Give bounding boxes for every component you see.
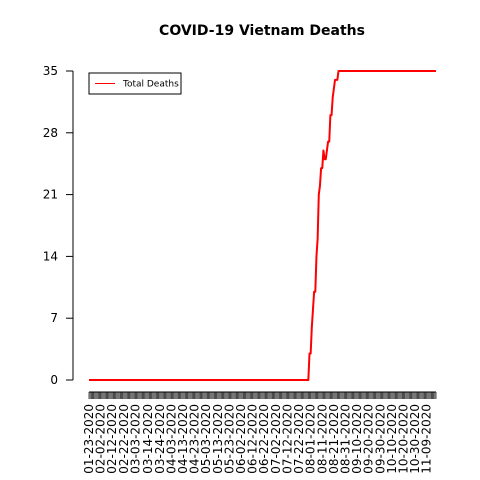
x-tick-label: 04-23-2020 — [188, 404, 202, 474]
x-tick-label: 05-13-2020 — [211, 404, 225, 474]
y-tick-label: 21 — [43, 188, 58, 202]
x-tick-label: 05-03-2020 — [199, 404, 213, 474]
x-tick-label: 07-22-2020 — [292, 404, 306, 474]
x-tick-label: 07-02-2020 — [269, 404, 283, 474]
x-tick-label: 06-22-2020 — [257, 404, 271, 474]
y-tick-label: 7 — [50, 311, 58, 325]
legend-label-total-deaths: Total Deaths — [122, 80, 179, 90]
x-tick-label: 03-03-2020 — [128, 404, 142, 474]
x-tick-label: 10-20-2020 — [397, 404, 411, 474]
x-tick-label: 02-22-2020 — [117, 404, 131, 474]
x-tick-label: 08-11-2020 — [315, 404, 329, 474]
y-tick-label: 28 — [43, 126, 58, 140]
x-tick-label: 10-10-2020 — [385, 404, 399, 474]
x-axis: 01-23-202002-02-202002-12-202002-22-2020… — [82, 391, 437, 474]
x-tick-label: 08-21-2020 — [327, 404, 341, 474]
series-layer — [89, 70, 436, 381]
x-tick-label: 01-23-2020 — [82, 404, 96, 474]
x-tick-label: 11-09-2020 — [420, 404, 434, 474]
chart-title: COVID-19 Vietnam Deaths — [159, 23, 365, 39]
x-tick-label: 04-13-2020 — [176, 404, 190, 474]
x-tick-label: 09-20-2020 — [362, 404, 376, 474]
y-axis: 0 7 14 21 28 35 — [43, 64, 74, 387]
x-tick-label: 08-31-2020 — [338, 404, 352, 474]
x-tick-label: 06-02-2020 — [234, 404, 248, 474]
series-line-total-deaths — [89, 70, 436, 381]
x-tick-label: 09-30-2020 — [373, 404, 387, 474]
x-tick-label: 04-03-2020 — [164, 404, 178, 474]
x-tick-label: 09-10-2020 — [350, 404, 364, 474]
x-tick-label: 06-12-2020 — [246, 404, 260, 474]
y-tick-label: 14 — [43, 249, 58, 263]
x-tick-label: 07-12-2020 — [280, 404, 294, 474]
x-tick-label: 02-12-2020 — [105, 404, 119, 474]
x-tick-label: 03-24-2020 — [153, 404, 167, 474]
x-tick-label: 05-23-2020 — [222, 404, 236, 474]
legend-box — [88, 72, 182, 95]
x-tick-label: 08-01-2020 — [304, 404, 318, 474]
y-tick-label: 0 — [50, 373, 58, 387]
y-tick-label: 35 — [43, 64, 58, 78]
legend: Total Deaths — [88, 72, 182, 95]
x-tick-label: 02-02-2020 — [94, 404, 108, 474]
x-tick-label: 10-30-2020 — [408, 404, 422, 474]
x-tick-label: 03-14-2020 — [141, 404, 155, 474]
